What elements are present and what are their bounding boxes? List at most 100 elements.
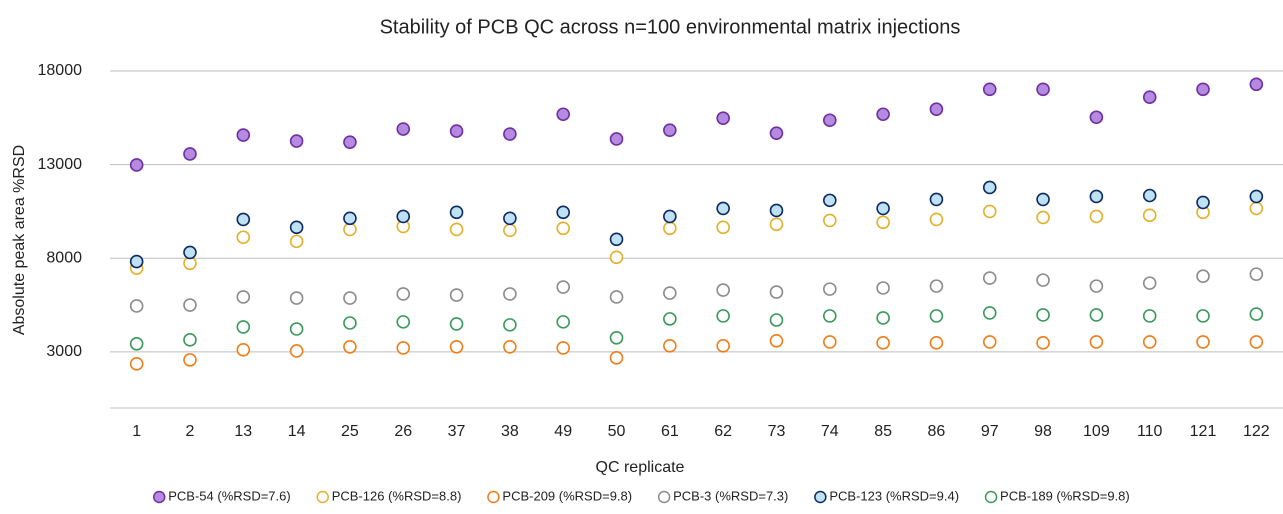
x-axis-title: QC replicate xyxy=(596,459,685,476)
marker xyxy=(663,221,677,236)
x-tick-label: 1 xyxy=(132,423,141,440)
marker xyxy=(982,271,997,285)
x-tick-label: 122 xyxy=(1243,423,1270,440)
x-tick-label: 121 xyxy=(1190,423,1217,440)
marker xyxy=(503,339,517,354)
marker xyxy=(236,342,251,357)
marker xyxy=(396,287,411,301)
marker xyxy=(822,335,837,349)
marker xyxy=(503,211,517,226)
x-tick-label: 85 xyxy=(874,423,892,440)
marker xyxy=(876,281,890,295)
marker xyxy=(289,344,304,358)
marker xyxy=(236,290,251,304)
marker xyxy=(289,220,304,235)
marker xyxy=(609,290,624,304)
legend-label: PCB-54 (%RSD=7.6) xyxy=(168,488,290,503)
x-tick-label: 25 xyxy=(341,423,359,440)
legend-label: PCB-189 (%RSD=9.8) xyxy=(1000,488,1130,503)
x-tick-label: 14 xyxy=(288,423,306,440)
legend-label: PCB-209 (%RSD=9.8) xyxy=(502,488,632,503)
marker xyxy=(822,113,837,128)
marker xyxy=(822,282,837,296)
x-tick-label: 61 xyxy=(661,423,679,440)
legend-marker xyxy=(487,490,500,504)
x-tick-label: 86 xyxy=(928,423,946,440)
marker xyxy=(1089,279,1104,293)
marker xyxy=(609,330,624,345)
x-tick-label: 50 xyxy=(608,423,626,440)
marker xyxy=(876,311,890,325)
marker xyxy=(1249,267,1264,281)
marker xyxy=(982,82,997,97)
marker xyxy=(1196,335,1210,349)
marker xyxy=(396,122,411,136)
marker xyxy=(876,107,890,122)
marker xyxy=(1089,308,1104,322)
marker xyxy=(1089,335,1104,349)
marker xyxy=(449,288,464,302)
marker xyxy=(716,309,730,323)
marker xyxy=(609,250,624,265)
x-tick-label: 98 xyxy=(1034,423,1052,440)
marker xyxy=(129,357,144,371)
marker xyxy=(1249,201,1264,216)
marker xyxy=(822,213,837,228)
marker xyxy=(716,220,730,235)
marker xyxy=(929,309,944,323)
marker xyxy=(503,223,517,238)
marker xyxy=(609,132,624,146)
marker xyxy=(769,313,784,327)
marker xyxy=(822,309,837,323)
marker xyxy=(236,212,251,227)
x-tick-label: 37 xyxy=(448,423,466,440)
marker xyxy=(716,283,730,297)
marker xyxy=(343,339,357,354)
marker xyxy=(929,102,944,116)
marker xyxy=(1036,308,1050,322)
marker xyxy=(1036,273,1050,287)
marker xyxy=(183,245,197,260)
marker xyxy=(343,316,357,330)
marker xyxy=(289,291,304,305)
marker xyxy=(1142,276,1157,290)
marker xyxy=(716,111,730,125)
marker xyxy=(129,336,144,351)
marker xyxy=(183,353,197,367)
x-tick-label: 13 xyxy=(234,423,252,440)
marker xyxy=(503,318,517,332)
y-tick-label: 3000 xyxy=(46,343,82,360)
marker xyxy=(929,192,944,207)
marker xyxy=(663,123,677,137)
marker xyxy=(716,339,730,353)
x-tick-label: 74 xyxy=(821,423,839,440)
marker xyxy=(1196,269,1210,283)
x-tick-label: 49 xyxy=(554,423,572,440)
marker xyxy=(929,279,944,293)
marker xyxy=(396,341,411,355)
marker xyxy=(343,222,357,237)
marker xyxy=(556,280,571,294)
x-tick-label: 109 xyxy=(1083,423,1110,440)
marker xyxy=(289,234,304,249)
legend-label: PCB-126 (%RSD=8.8) xyxy=(332,488,462,503)
marker xyxy=(982,204,997,219)
marker xyxy=(449,124,464,138)
marker xyxy=(556,107,571,122)
marker xyxy=(1249,307,1264,321)
marker xyxy=(1196,82,1210,97)
marker xyxy=(609,351,624,365)
marker xyxy=(503,287,517,301)
marker xyxy=(876,201,890,216)
marker xyxy=(1196,195,1210,210)
marker xyxy=(769,203,784,218)
marker xyxy=(1249,189,1264,204)
marker xyxy=(449,317,464,331)
y-tick-label: 8000 xyxy=(46,249,82,266)
marker xyxy=(556,221,571,236)
marker xyxy=(663,312,677,326)
marker xyxy=(556,205,571,220)
marker xyxy=(1196,309,1210,323)
marker xyxy=(1036,82,1050,97)
marker xyxy=(1089,110,1104,125)
